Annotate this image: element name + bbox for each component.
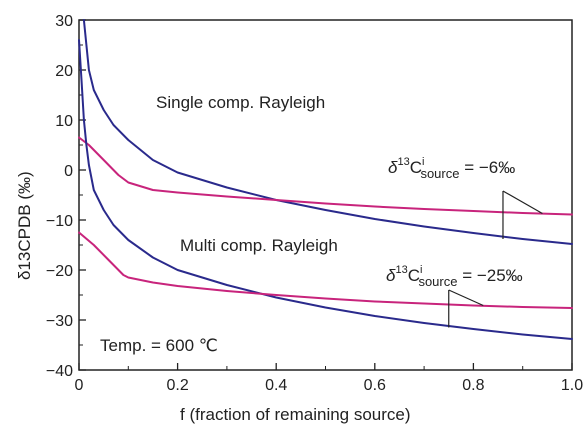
sup-13: 13 (397, 156, 409, 168)
sup-i: i (422, 156, 424, 168)
delta-symbol: δ (388, 158, 398, 177)
annotation-source-minus6: δ13Ci source = −6‰ (388, 156, 515, 181)
pointer-line-1-1 (502, 190, 543, 215)
y-tick-label: 30 (55, 13, 73, 30)
y-axis-title: δ13CPDB (‰) (15, 171, 34, 280)
series-line-1 (82, 19, 573, 245)
value-minus25: = −25‰ (457, 266, 522, 285)
annotation-source-minus25: δ13Ci source = −25‰ (386, 264, 523, 289)
sup-13: 13 (395, 264, 407, 276)
y-tick-label: −30 (46, 313, 73, 330)
x-tick-label: 0 (75, 377, 84, 394)
y-tick-label: 20 (55, 63, 73, 80)
sub-source: source (420, 166, 459, 181)
x-tick-label: 0.2 (166, 377, 188, 394)
y-tick-label: −20 (46, 263, 73, 280)
sub-source: source (418, 274, 457, 289)
delta-symbol: δ (386, 266, 396, 285)
carbon-symbol: C (408, 266, 420, 285)
y-tick-label: −40 (46, 363, 73, 380)
axis-ticks: 0 0.2 0.4 0.6 0.8 1.0 30 20 10 0 −10 −20 −30 −40 (46, 13, 583, 394)
plot-frame (78, 19, 573, 371)
series-line-3 (78, 39, 573, 340)
sup-i: i (420, 264, 422, 276)
x-tick-label: 0.6 (364, 377, 386, 394)
x-tick-label: 0.8 (462, 377, 484, 394)
annotation-multi-comp: Multi comp. Rayleigh (180, 236, 338, 255)
y-tick-label: 10 (55, 113, 73, 130)
series-group (78, 19, 573, 340)
pointer-lines (448, 190, 543, 328)
annotation-single-comp: Single comp. Rayleigh (156, 93, 325, 112)
value-minus6: = −6‰ (459, 158, 515, 177)
series-line-4 (78, 231, 573, 309)
x-axis-title: f (fraction of remaining source) (180, 405, 411, 424)
pointer-line-2-1 (448, 289, 484, 307)
x-tick-label: 0.4 (265, 377, 287, 394)
annotation-temperature: Temp. = 600 ℃ (100, 336, 218, 355)
series-line-2 (78, 136, 573, 216)
y-tick-label: 0 (64, 163, 73, 180)
x-tick-label: 1.0 (561, 377, 583, 394)
carbon-symbol: C (410, 158, 422, 177)
y-tick-label: −10 (46, 213, 73, 230)
